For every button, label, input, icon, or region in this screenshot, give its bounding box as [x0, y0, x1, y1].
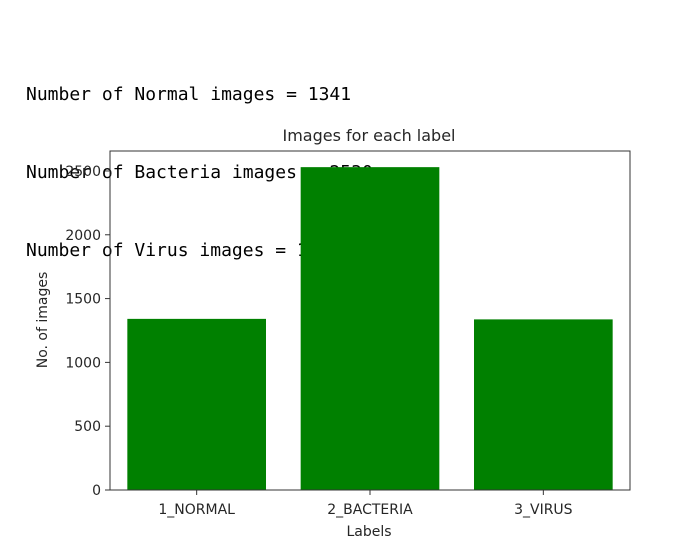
chart-title: Images for each label — [283, 126, 456, 145]
y-tick-label: 1000 — [65, 355, 101, 371]
plot-frame — [109, 150, 631, 491]
bars — [127, 167, 613, 490]
x-tick-label: 1_NORMAL — [158, 502, 235, 518]
y-tick-label: 1500 — [65, 292, 101, 308]
y-tick-label: 2000 — [65, 228, 101, 244]
y-tick-label: 0 — [92, 483, 101, 499]
normal-count-line: Number of Normal images = 1341 — [26, 84, 352, 105]
x-tick-label: 3_VIRUS — [514, 502, 573, 518]
y-tick-label: 500 — [74, 419, 101, 435]
y-axis-label: No. of images — [35, 272, 51, 369]
y-axis-ticks: 0 500 1000 1500 2000 2500 — [65, 164, 110, 499]
x-axis-label: Labels — [346, 524, 391, 540]
y-tick-label: 2500 — [65, 164, 101, 180]
bar — [127, 318, 266, 490]
bar — [474, 319, 613, 490]
x-tick-label: 2_BACTERIA — [327, 502, 413, 518]
x-axis-ticks: 1_NORMAL 2_BACTERIA 3_VIRUS — [158, 490, 573, 518]
bar — [300, 167, 440, 490]
